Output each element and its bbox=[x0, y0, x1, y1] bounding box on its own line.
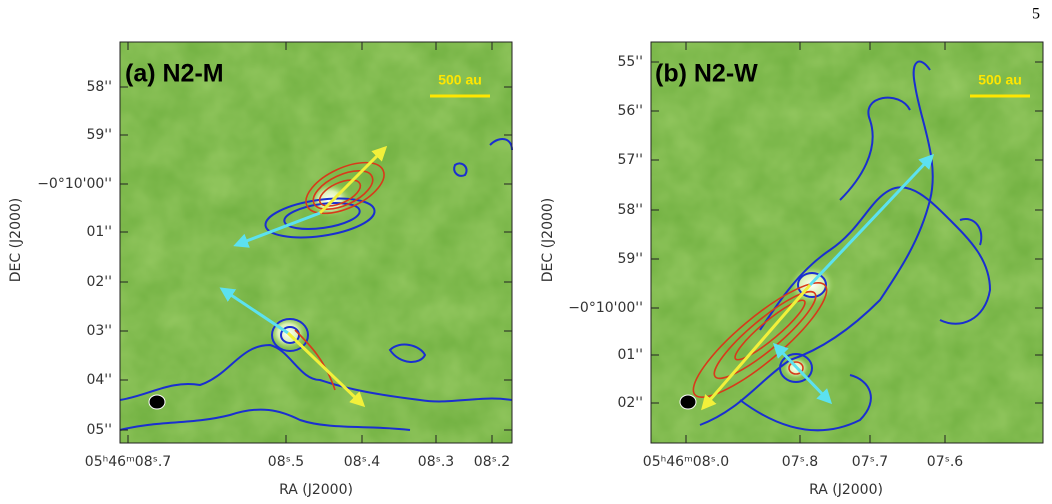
y-tick-label: 04'' bbox=[86, 372, 112, 388]
y-axis-title: DEC (J2000) bbox=[540, 198, 556, 283]
x-tick-label: 08ˢ.3 bbox=[418, 454, 454, 470]
page-number: 5 bbox=[1032, 6, 1040, 23]
y-tick-label: 59'' bbox=[617, 251, 643, 267]
y-tick-label: 58'' bbox=[86, 79, 112, 95]
scale-bar-label: 500 au bbox=[978, 72, 1022, 88]
y-tick-label: 56'' bbox=[617, 103, 643, 119]
y-tick-label: 55'' bbox=[617, 54, 643, 70]
y-tick-label: −0°10'00'' bbox=[37, 176, 112, 192]
y-axis-title: DEC (J2000) bbox=[8, 198, 24, 283]
x-tick-label: 08ˢ.4 bbox=[344, 454, 380, 470]
x-axis-title: RA (J2000) bbox=[279, 482, 353, 498]
y-tick-label: 02'' bbox=[617, 395, 643, 411]
y-tick-label: 03'' bbox=[86, 323, 112, 339]
y-tick-label: 59'' bbox=[86, 127, 112, 143]
x-tick-label: 08ˢ.5 bbox=[268, 454, 304, 470]
y-tick-label: 01'' bbox=[86, 224, 112, 240]
scale-bar-label: 500 au bbox=[438, 72, 482, 88]
x-tick-label: 05ʰ46ᵐ08ˢ.0 bbox=[643, 454, 729, 470]
y-tick-label: 02'' bbox=[86, 274, 112, 290]
panel-title: (a) N2-M bbox=[125, 60, 224, 88]
y-tick-label: 57'' bbox=[617, 152, 643, 168]
y-tick-label: 01'' bbox=[617, 347, 643, 363]
x-tick-label: 08ˢ.2 bbox=[474, 454, 510, 470]
y-tick-label: 05'' bbox=[86, 422, 112, 438]
panel-frame bbox=[119, 41, 513, 444]
x-tick-label: 07ˢ.7 bbox=[852, 454, 888, 470]
panel-frame bbox=[650, 41, 1044, 444]
x-tick-label: 05ʰ46ᵐ08ˢ.7 bbox=[85, 454, 171, 470]
y-tick-label: −0°10'00'' bbox=[568, 300, 643, 316]
y-tick-label: 58'' bbox=[617, 202, 643, 218]
panel-title: (b) N2-W bbox=[655, 60, 758, 88]
x-tick-label: 07ˢ.6 bbox=[927, 454, 963, 470]
panel-image bbox=[119, 42, 513, 443]
x-axis-title: RA (J2000) bbox=[809, 482, 883, 498]
panel-image bbox=[651, 42, 1043, 443]
x-tick-label: 07ˢ.8 bbox=[782, 454, 818, 470]
